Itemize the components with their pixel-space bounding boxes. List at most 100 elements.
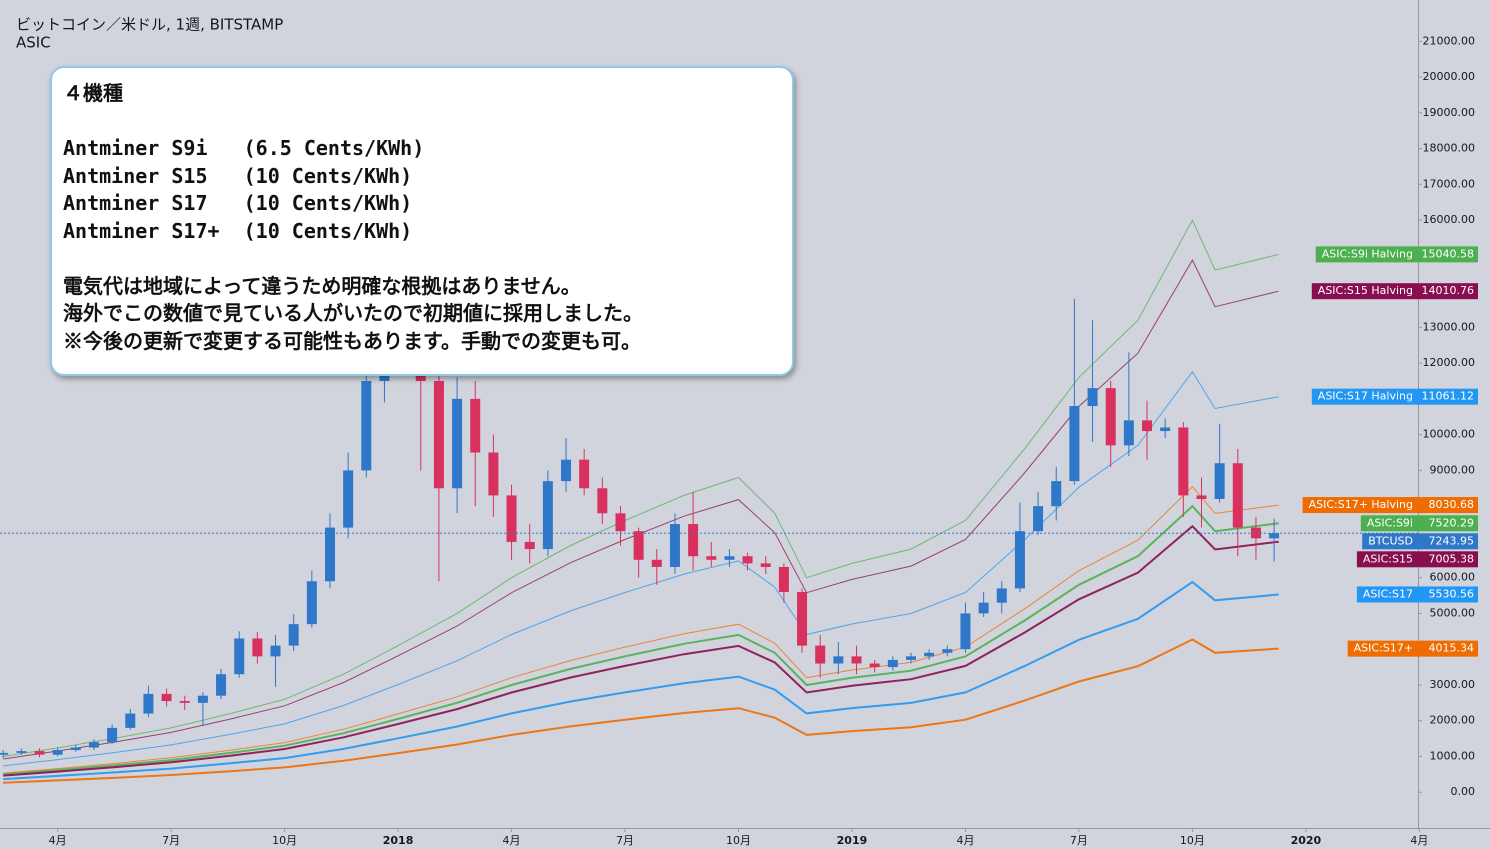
price-tag-value: 4015.34 — [1429, 642, 1475, 655]
candle-body — [651, 559, 662, 567]
price-tag-name: ASIC:S15 Halving — [1318, 284, 1413, 297]
price-tag-name: ASIC:S9i Halving — [1322, 247, 1413, 260]
price-tag: ASIC:S9i 7520.29 — [1360, 515, 1478, 532]
candle-body — [506, 495, 517, 542]
annotation-spec: Antminer S9i (6.5 Cents/KWh) — [63, 136, 425, 160]
y-tick-label: 20000.00 — [1423, 70, 1476, 83]
candle-body — [234, 638, 245, 675]
x-tick-label: 10月 — [1180, 834, 1205, 847]
candle-body — [16, 751, 27, 753]
indicator-line — [3, 638, 1279, 784]
price-tag: ASIC:S15 7005.38 — [1356, 551, 1478, 568]
chart-subtitle: ASIC — [16, 34, 51, 52]
candle-body — [1196, 495, 1207, 499]
annotation-spec: Antminer S17+ (10 Cents/KWh) — [63, 218, 413, 243]
candle-body — [125, 713, 136, 728]
y-tick-label: 1000.00 — [1430, 749, 1476, 762]
indicator-lines — [3, 218, 1279, 784]
candle-body — [143, 693, 154, 714]
price-tag-name: ASIC:S9i — [1367, 516, 1413, 529]
price-tag-value: 7243.95 — [1429, 534, 1475, 547]
candle-body — [1250, 527, 1261, 539]
y-tick-label: 5000.00 — [1430, 606, 1476, 619]
x-tick-label: 7月 — [162, 834, 180, 847]
price-tag-value: 7005.38 — [1429, 552, 1475, 565]
y-tick-label: 0.00 — [1451, 785, 1476, 798]
spacer — [63, 245, 792, 273]
candle-body — [1105, 388, 1116, 446]
candle-body — [306, 581, 317, 625]
x-tick-label: 2020 — [1291, 834, 1322, 847]
y-tick-label: 19000.00 — [1423, 106, 1476, 119]
candle-body — [942, 649, 953, 653]
price-tag-box — [1311, 283, 1478, 300]
annotation-box: ４機種 Antminer S9i (6.5 Cents/KWh) Antmine… — [50, 66, 794, 376]
candle-body — [869, 663, 880, 668]
candle-body — [542, 481, 553, 550]
price-tag-value: 7520.29 — [1429, 516, 1475, 529]
price-tag-name: ASIC:S17+ — [1354, 642, 1413, 655]
x-tick-label: 7月 — [616, 834, 634, 847]
candle-body — [1269, 533, 1280, 539]
price-tag: ASIC:S17 Halving 11061.12 — [1311, 388, 1478, 405]
y-tick-label: 3000.00 — [1430, 678, 1476, 691]
candle-body — [1142, 420, 1153, 432]
y-tick-label: 9000.00 — [1430, 463, 1476, 476]
y-tick-label: 6000.00 — [1430, 571, 1476, 584]
candle-body — [851, 656, 862, 664]
price-tag-box — [1347, 640, 1478, 657]
y-tick-label: 12000.00 — [1423, 356, 1476, 369]
candle-body — [197, 695, 208, 703]
price-tag-box — [1302, 497, 1478, 514]
annotation-note: ※今後の更新で変更する可能性もあります。手動での変更も可。 — [63, 328, 641, 353]
candle-body — [34, 751, 45, 755]
candle-body — [524, 541, 535, 550]
price-tag-name: ASIC:S17+ Halving — [1309, 498, 1413, 511]
candle-body — [561, 459, 572, 482]
candle-body — [1214, 463, 1225, 499]
indicator-line — [3, 218, 1279, 757]
price-tag-value: 14010.76 — [1422, 284, 1475, 297]
y-tick-label: 21000.00 — [1423, 34, 1476, 47]
x-tick-label: 4月 — [1410, 834, 1428, 847]
candle-body — [1178, 427, 1189, 496]
price-tag-box — [1356, 586, 1478, 603]
price-tag-box — [1315, 246, 1478, 263]
candle-body — [324, 527, 335, 582]
price-tag-value: 11061.12 — [1422, 390, 1475, 403]
y-tick-label: 18000.00 — [1423, 142, 1476, 155]
candle-body — [470, 398, 481, 453]
price-tag-box — [1362, 533, 1478, 550]
annotation-spec: Antminer S17 (10 Cents/KWh) — [63, 191, 413, 215]
x-tick-label: 4月 — [956, 834, 974, 847]
candle-body — [0, 752, 9, 755]
annotation-spec: Antminer S15 (10 Cents/KWh) — [63, 163, 413, 188]
y-tick-label: 17000.00 — [1423, 177, 1476, 190]
price-tag-value: 5530.56 — [1429, 587, 1475, 600]
candle-body — [88, 742, 99, 748]
candle-body — [1232, 463, 1243, 528]
y-tick-label: 16000.00 — [1423, 213, 1476, 226]
y-tick-label: 13000.00 — [1423, 320, 1476, 333]
candle-body — [760, 563, 771, 567]
indicator-line — [3, 370, 1279, 767]
candle-body — [216, 674, 227, 696]
candle-body — [724, 556, 735, 560]
price-tag: BTCUSD 7243.95 — [1362, 533, 1478, 550]
candle-body — [996, 588, 1007, 603]
candle-body — [688, 524, 699, 557]
candle-body — [1069, 406, 1080, 482]
x-tick-label: 2019 — [837, 834, 868, 847]
candle-body — [179, 701, 190, 703]
price-tag-name: ASIC:S17 Halving — [1318, 390, 1413, 403]
price-tag: ASIC:S15 Halving 14010.76 — [1311, 283, 1478, 300]
candle-body — [288, 624, 299, 646]
price-tag-box — [1360, 515, 1478, 532]
candle-body — [1051, 481, 1062, 507]
x-tick-label: 7月 — [1070, 834, 1088, 847]
price-tag-value: 8030.68 — [1429, 498, 1475, 511]
indicator-line — [3, 580, 1279, 781]
candle-body — [270, 645, 281, 657]
x-tick-label: 10月 — [726, 834, 751, 847]
